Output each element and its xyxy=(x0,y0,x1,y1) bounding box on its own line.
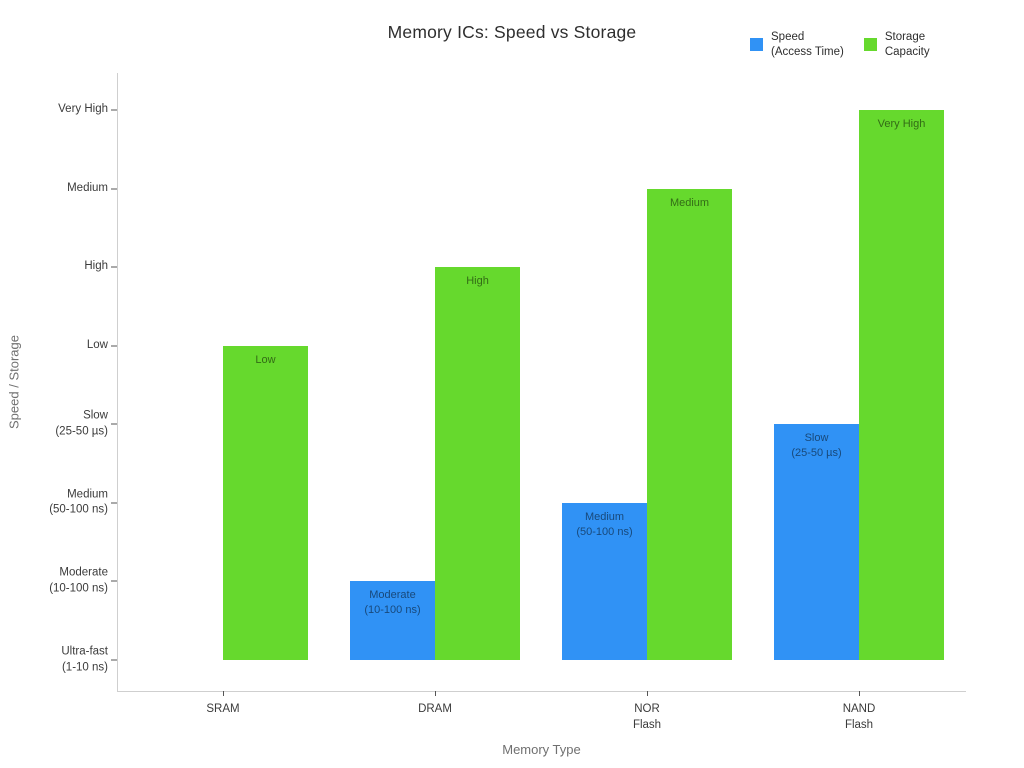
y-tick-mark xyxy=(111,659,117,661)
x-axis-tick-label: NOR Flash xyxy=(632,703,662,732)
bar-value-label: Very High xyxy=(877,118,926,130)
y-axis-line xyxy=(117,73,118,691)
legend-swatch-speed xyxy=(750,38,763,52)
y-tick-mark xyxy=(111,345,117,347)
y-axis-tick-label: Moderate (10-100 ns) xyxy=(49,566,108,595)
y-axis-tick-label: Very High xyxy=(58,103,108,116)
bar-value-label: Moderate (10-100 ns) xyxy=(364,589,421,617)
bar-speed-dram xyxy=(350,581,435,660)
x-axis-line xyxy=(117,691,966,692)
y-axis-tick-label: Slow (25-50 µs) xyxy=(55,409,108,438)
x-axis-tick-label: NAND Flash xyxy=(842,703,876,732)
legend-swatch-storage xyxy=(863,38,877,52)
y-axis-tick-label: Medium xyxy=(67,181,108,194)
y-tick-mark xyxy=(111,266,117,268)
bar-storage-nand xyxy=(859,110,944,660)
bar-value-label: Low xyxy=(255,353,276,366)
bar-storage-sram xyxy=(223,345,308,660)
y-axis-tick-label: Low xyxy=(86,338,108,351)
bar-value-label: Medium (50-100 ns) xyxy=(576,510,633,538)
x-tick-mark xyxy=(223,691,224,696)
x-axis-title: Memory Type xyxy=(502,742,581,757)
y-axis-tick-label: Ultra-fast (1-10 ns) xyxy=(61,645,108,673)
bar-value-label: High xyxy=(466,275,489,288)
bar-value-label: Medium xyxy=(669,196,710,209)
x-tick-mark xyxy=(647,691,648,696)
y-tick-mark xyxy=(111,423,117,425)
x-axis-tick-label: SRAM xyxy=(206,703,240,715)
y-axis-title: Speed / Storage xyxy=(6,335,22,429)
y-axis-tick-label: High xyxy=(84,260,108,273)
y-tick-mark xyxy=(111,188,117,190)
legend-item-speed[interactable]: Speed (Access Time) xyxy=(750,30,844,59)
bar-storage-nor xyxy=(647,188,732,660)
x-tick-mark xyxy=(859,691,860,696)
legend-label-storage: Storage Capacity xyxy=(884,31,930,58)
bar-value-label: Slow (25-50 µs) xyxy=(791,432,842,460)
chart-title: Memory ICs: Speed vs Storage xyxy=(387,22,637,42)
x-axis-tick-label: DRAM xyxy=(418,703,452,715)
bar-storage-dram xyxy=(435,267,520,660)
y-tick-mark xyxy=(111,580,117,582)
legend: Speed (Access Time) Storage Capacity xyxy=(750,30,930,59)
y-tick-mark xyxy=(111,502,117,504)
legend-item-storage[interactable]: Storage Capacity xyxy=(863,30,930,59)
y-axis-tick-label: Medium (50-100 ns) xyxy=(49,488,108,516)
bar-speed-nand xyxy=(774,424,859,660)
x-tick-mark xyxy=(435,691,436,696)
y-tick-mark xyxy=(111,109,117,111)
legend-label-speed: Speed (Access Time) xyxy=(771,31,844,58)
bar-speed-nor xyxy=(562,502,647,660)
